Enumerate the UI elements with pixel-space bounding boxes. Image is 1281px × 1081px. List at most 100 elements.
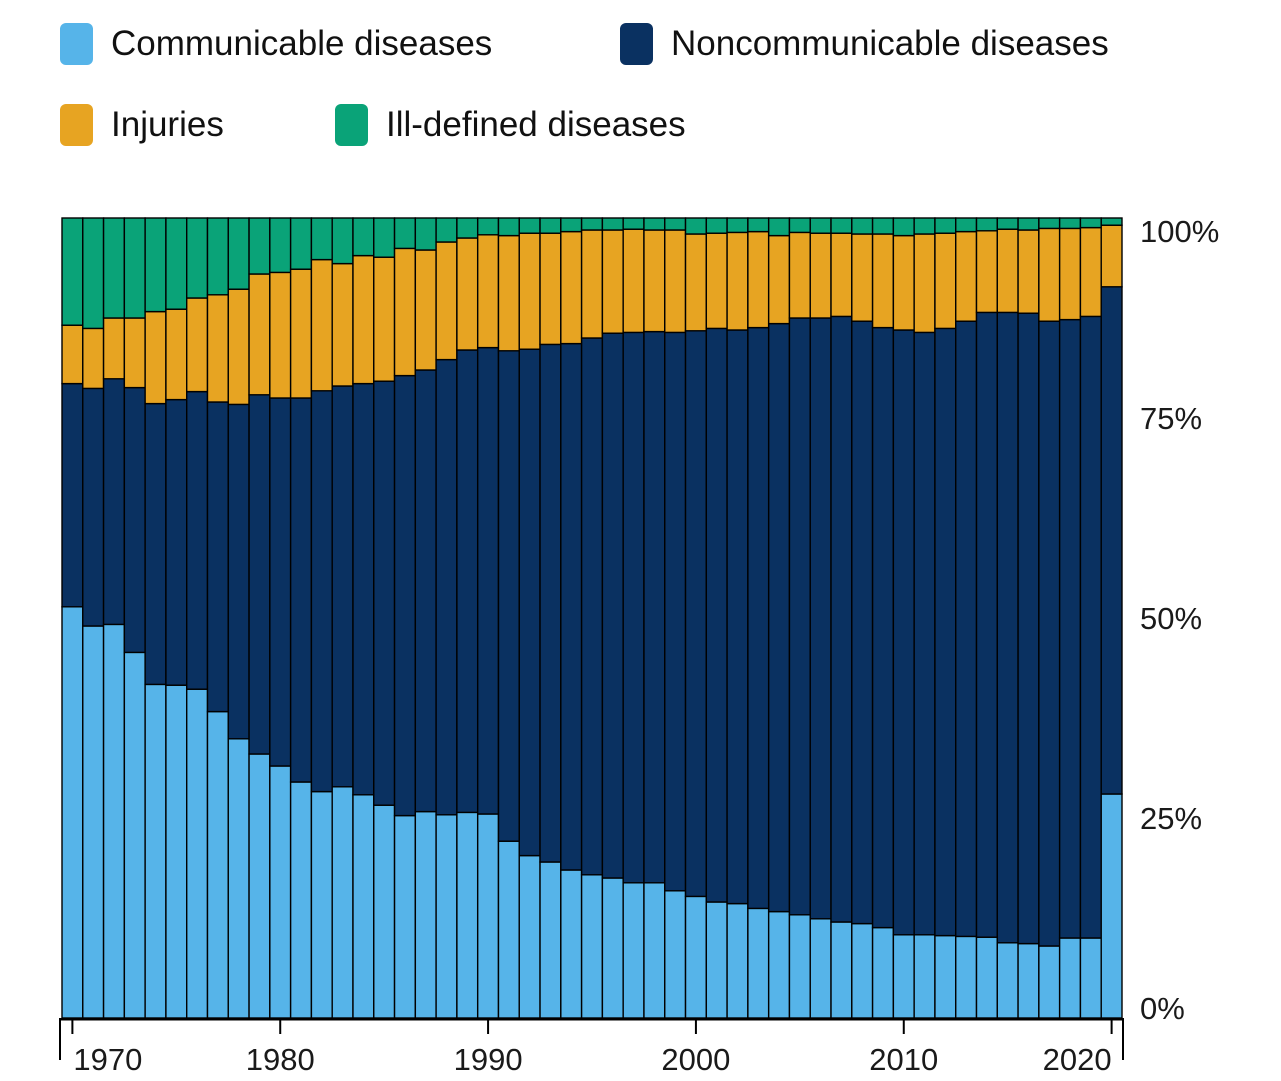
bar-2006-injuries[interactable] [809,232,832,319]
bar-2018-injuries[interactable] [1058,227,1082,321]
bar-1978-ill_defined[interactable] [227,217,250,290]
bar-1974-communicable[interactable] [144,683,167,1019]
bar-2003-ill_defined[interactable] [747,217,770,233]
bar-2018-noncommunicable[interactable] [1058,318,1082,939]
bar-1988-ill_defined[interactable] [435,217,458,243]
bar-1983-noncommunicable[interactable] [331,385,354,788]
bar-1984-ill_defined[interactable] [352,217,375,257]
bar-1972-noncommunicable[interactable] [102,378,126,626]
bar-1986-ill_defined[interactable] [393,217,417,250]
bar-1996-noncommunicable[interactable] [601,332,624,879]
bar-2002-communicable[interactable] [726,902,749,1019]
bar-1996-ill_defined[interactable] [601,217,624,231]
bar-2018-communicable[interactable] [1058,937,1082,1019]
bar-1980-communicable[interactable] [269,765,292,1019]
bar-1972-ill_defined[interactable] [102,217,126,319]
bar-1993-injuries[interactable] [539,232,562,346]
bar-1988-injuries[interactable] [435,241,458,361]
bar-1981-injuries[interactable] [289,268,313,399]
bar-1986-injuries[interactable] [393,247,417,377]
bar-2001-communicable[interactable] [705,901,728,1019]
bar-2007-noncommunicable[interactable] [830,315,853,923]
bar-1999-noncommunicable[interactable] [664,331,687,892]
bar-1983-communicable[interactable] [331,786,354,1019]
bar-2015-injuries[interactable] [996,228,1019,314]
bar-1982-ill_defined[interactable] [310,217,333,261]
bar-1986-noncommunicable[interactable] [393,374,417,817]
bar-1992-noncommunicable[interactable] [518,348,541,857]
bar-1976-communicable[interactable] [186,688,209,1019]
bar-1994-ill_defined[interactable] [560,217,583,233]
bar-1989-injuries[interactable] [456,237,479,351]
bar-2005-communicable[interactable] [788,914,811,1019]
bar-1987-noncommunicable[interactable] [414,369,437,813]
bar-2010-injuries[interactable] [892,234,915,331]
bar-2013-ill_defined[interactable] [955,217,978,233]
bar-2019-communicable[interactable] [1079,937,1102,1019]
legend-item-communicable[interactable]: Communicable diseases [60,20,492,68]
bar-1997-injuries[interactable] [622,228,645,334]
bar-2012-noncommunicable[interactable] [934,327,957,937]
bar-2010-noncommunicable[interactable] [892,329,915,936]
bar-1972-communicable[interactable] [102,623,126,1019]
bar-2017-injuries[interactable] [1038,227,1061,322]
bar-2015-communicable[interactable] [996,942,1019,1019]
bar-2006-communicable[interactable] [809,918,832,1019]
bar-2013-communicable[interactable] [955,935,978,1019]
bar-1973-ill_defined[interactable] [123,217,146,319]
bar-2000-ill_defined[interactable] [684,217,708,235]
bar-1982-noncommunicable[interactable] [310,390,333,793]
bar-1981-ill_defined[interactable] [289,217,313,270]
bar-1985-injuries[interactable] [373,256,396,382]
bar-1985-noncommunicable[interactable] [373,380,396,806]
bar-1990-injuries[interactable] [476,234,500,349]
bar-2008-communicable[interactable] [851,922,874,1019]
bar-2001-ill_defined[interactable] [705,217,728,234]
bar-1980-injuries[interactable] [269,271,292,399]
bar-1997-ill_defined[interactable] [622,217,645,230]
bar-1980-ill_defined[interactable] [269,217,292,274]
bar-1973-communicable[interactable] [123,651,146,1019]
bar-1983-injuries[interactable] [331,262,354,387]
bar-2004-communicable[interactable] [767,910,791,1019]
bar-1995-noncommunicable[interactable] [580,337,604,876]
bar-2001-noncommunicable[interactable] [705,327,728,903]
bar-1989-noncommunicable[interactable] [456,349,479,814]
bar-1975-injuries[interactable] [165,308,188,401]
bar-1986-communicable[interactable] [393,814,417,1019]
bar-2016-injuries[interactable] [1017,229,1040,314]
bar-2020-communicable[interactable] [1100,793,1123,1019]
bar-1987-injuries[interactable] [414,249,437,371]
bar-1979-ill_defined[interactable] [248,217,271,275]
bar-2002-noncommunicable[interactable] [726,329,749,905]
bar-2000-noncommunicable[interactable] [684,330,708,898]
bar-1990-noncommunicable[interactable] [476,346,500,815]
bar-1981-communicable[interactable] [289,781,313,1019]
bar-1978-communicable[interactable] [227,738,250,1019]
bar-1970-ill_defined[interactable] [61,217,84,326]
bar-2016-communicable[interactable] [1017,942,1040,1019]
bar-1993-ill_defined[interactable] [539,217,562,234]
bar-1971-injuries[interactable] [82,327,105,390]
bar-1971-communicable[interactable] [82,625,105,1019]
bar-1996-communicable[interactable] [601,877,624,1019]
bar-1991-ill_defined[interactable] [497,217,520,237]
bar-2002-injuries[interactable] [726,231,749,331]
bar-1997-noncommunicable[interactable] [622,331,645,884]
bar-1979-communicable[interactable] [248,753,271,1019]
bar-2002-ill_defined[interactable] [726,217,749,234]
bar-1994-noncommunicable[interactable] [560,342,583,871]
bar-2013-injuries[interactable] [955,230,978,322]
bar-2011-noncommunicable[interactable] [913,331,936,936]
bar-2010-ill_defined[interactable] [892,217,915,237]
bar-2008-injuries[interactable] [851,233,874,322]
bar-2011-ill_defined[interactable] [913,217,936,235]
bar-2004-injuries[interactable] [767,234,791,325]
bar-1978-injuries[interactable] [227,288,250,406]
bar-2008-ill_defined[interactable] [851,217,874,235]
bar-2003-injuries[interactable] [747,230,770,329]
bar-1974-injuries[interactable] [144,310,167,405]
bar-1985-ill_defined[interactable] [373,217,396,258]
bar-1993-noncommunicable[interactable] [539,343,562,863]
bar-2016-noncommunicable[interactable] [1017,312,1040,945]
